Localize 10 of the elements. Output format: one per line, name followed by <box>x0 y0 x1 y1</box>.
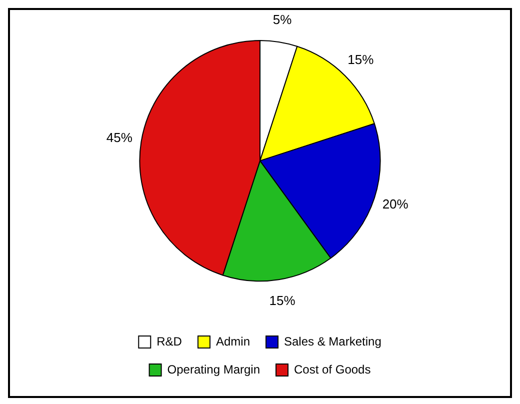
data-label: 15% <box>348 52 374 67</box>
data-label: 45% <box>106 130 133 146</box>
data-label: 15% <box>269 292 296 308</box>
legend-label: Sales & Marketing <box>284 334 382 348</box>
legend-label: Cost of Goods <box>294 362 371 376</box>
legend-label: R&D <box>156 334 182 348</box>
legend-label: Operating Margin <box>167 362 260 376</box>
data-label: 20% <box>382 196 409 212</box>
data-label: 5% <box>272 12 292 27</box>
legend-label: Admin <box>216 334 250 348</box>
